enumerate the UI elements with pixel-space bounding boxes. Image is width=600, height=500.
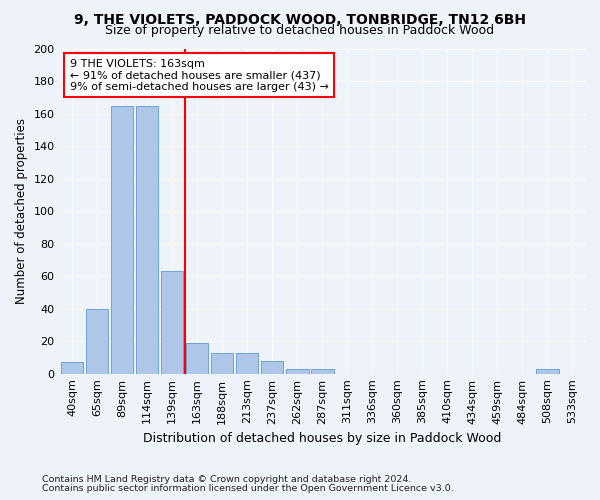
Bar <box>286 369 308 374</box>
Bar <box>186 343 208 374</box>
Bar <box>536 369 559 374</box>
Bar <box>261 360 283 374</box>
X-axis label: Distribution of detached houses by size in Paddock Wood: Distribution of detached houses by size … <box>143 432 502 445</box>
Bar <box>161 272 184 374</box>
Y-axis label: Number of detached properties: Number of detached properties <box>15 118 28 304</box>
Text: 9 THE VIOLETS: 163sqm
← 91% of detached houses are smaller (437)
9% of semi-deta: 9 THE VIOLETS: 163sqm ← 91% of detached … <box>70 58 329 92</box>
Bar <box>211 352 233 374</box>
Bar <box>61 362 83 374</box>
Bar <box>111 106 133 374</box>
Text: Contains HM Land Registry data © Crown copyright and database right 2024.: Contains HM Land Registry data © Crown c… <box>42 475 412 484</box>
Bar <box>86 308 109 374</box>
Bar <box>311 369 334 374</box>
Text: Size of property relative to detached houses in Paddock Wood: Size of property relative to detached ho… <box>106 24 494 37</box>
Text: 9, THE VIOLETS, PADDOCK WOOD, TONBRIDGE, TN12 6BH: 9, THE VIOLETS, PADDOCK WOOD, TONBRIDGE,… <box>74 12 526 26</box>
Text: Contains public sector information licensed under the Open Government Licence v3: Contains public sector information licen… <box>42 484 454 493</box>
Bar <box>236 352 259 374</box>
Bar <box>136 106 158 374</box>
